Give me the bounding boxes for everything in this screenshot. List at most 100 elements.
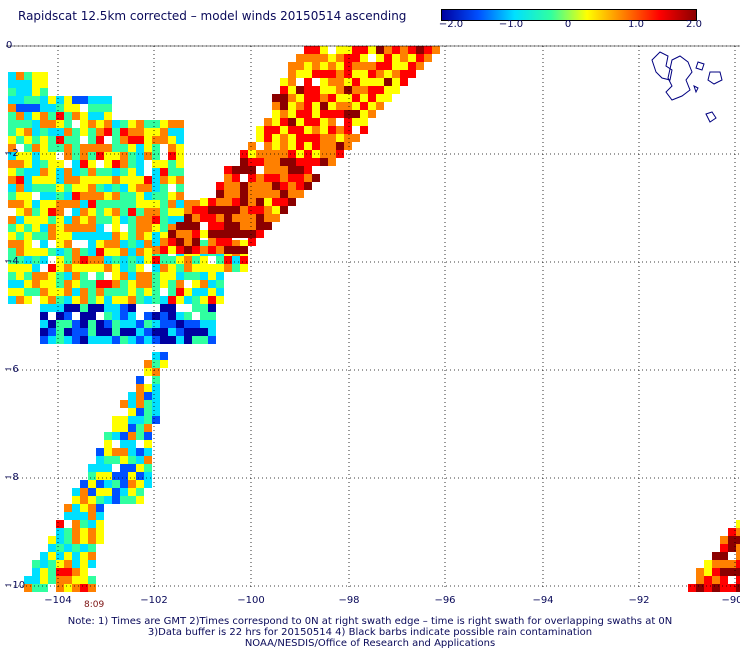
wind-cell [104, 240, 112, 248]
wind-cell [272, 102, 280, 110]
wind-cell [328, 94, 336, 102]
wind-cell [120, 120, 128, 128]
wind-cell [136, 184, 144, 192]
wind-cell [200, 312, 208, 320]
wind-cell [8, 288, 16, 296]
wind-cell [144, 456, 152, 464]
wind-cell [176, 230, 184, 238]
wind-cell [136, 328, 144, 336]
wind-cell [288, 118, 296, 126]
wind-cell [240, 158, 248, 166]
wind-cell [80, 496, 88, 504]
wind-cell [328, 150, 336, 158]
wind-cell [184, 296, 192, 304]
wind-cell [240, 150, 248, 158]
wind-cell [168, 304, 176, 312]
wind-cell [312, 94, 320, 102]
wind-cell [192, 272, 200, 280]
wind-cell [368, 86, 376, 94]
wind-cell [64, 288, 72, 296]
wind-cell [128, 152, 136, 160]
wind-cell [336, 102, 344, 110]
lon-label-m102: −102 [140, 595, 168, 606]
wind-cell [8, 176, 16, 184]
wind-cell [104, 192, 112, 200]
wind-cell [288, 198, 296, 206]
wind-cell [48, 144, 56, 152]
wind-cell [248, 158, 256, 166]
wind-cell [376, 102, 384, 110]
wind-cell [112, 432, 120, 440]
wind-cell [8, 96, 16, 104]
wind-cell [8, 184, 16, 192]
wind-cell [16, 80, 24, 88]
wind-cell [248, 238, 256, 246]
wind-cell [272, 134, 280, 142]
wind-cell [88, 216, 96, 224]
wind-cell [64, 248, 72, 256]
wind-cell [64, 560, 72, 568]
wind-cell [224, 230, 232, 238]
wind-cell [352, 134, 360, 142]
wind-cell [64, 176, 72, 184]
wind-cell [176, 238, 184, 246]
wind-cell [168, 230, 176, 238]
wind-cell [104, 296, 112, 304]
wind-cell [360, 126, 368, 134]
wind-cell [280, 78, 288, 86]
wind-cell [280, 110, 288, 118]
wind-cell [128, 248, 136, 256]
wind-cell [72, 280, 80, 288]
wind-cell [80, 552, 88, 560]
wind-cell [104, 432, 112, 440]
wind-cell [200, 256, 208, 264]
wind-cell [40, 120, 48, 128]
wind-cell [176, 256, 184, 264]
wind-cell [720, 552, 728, 560]
wind-cell [368, 46, 376, 54]
wind-cell [24, 112, 32, 120]
wind-cell [120, 480, 128, 488]
wind-cell [240, 256, 248, 264]
wind-cell [120, 184, 128, 192]
wind-cell [112, 176, 120, 184]
wind-cell [144, 192, 152, 200]
wind-cell [88, 512, 96, 520]
wind-cell [376, 78, 384, 86]
wind-cell [96, 168, 104, 176]
wind-cell [8, 112, 16, 120]
wind-cell [328, 62, 336, 70]
wind-cell [48, 536, 56, 544]
wind-cell [96, 240, 104, 248]
wind-cell [296, 54, 304, 62]
wind-cell [104, 120, 112, 128]
wind-cell [192, 206, 200, 214]
wind-cell [208, 304, 216, 312]
wind-cell [96, 224, 104, 232]
wind-cell [168, 136, 176, 144]
wind-cell [80, 528, 88, 536]
wind-cell [104, 328, 112, 336]
wind-cell [144, 400, 152, 408]
wind-cell [136, 408, 144, 416]
wind-cell [144, 408, 152, 416]
footnote-line-3: NOAA/NESDIS/Office of Research and Appli… [244, 638, 496, 649]
wind-cell [40, 176, 48, 184]
wind-cell [264, 118, 272, 126]
wind-cell [152, 184, 160, 192]
wind-cell [32, 104, 40, 112]
wind-cell [24, 208, 32, 216]
wind-cell [112, 224, 120, 232]
wind-cell [24, 232, 32, 240]
wind-cell [192, 320, 200, 328]
wind-cell [192, 200, 200, 208]
wind-cell [408, 62, 416, 70]
wind-cell [280, 126, 288, 134]
colorbar-label-p2: 2.0 [686, 19, 702, 30]
wind-cell [144, 256, 152, 264]
wind-cell [8, 152, 16, 160]
wind-cell [384, 94, 392, 102]
wind-cell [288, 174, 296, 182]
wind-cell [64, 216, 72, 224]
wind-cell [152, 128, 160, 136]
